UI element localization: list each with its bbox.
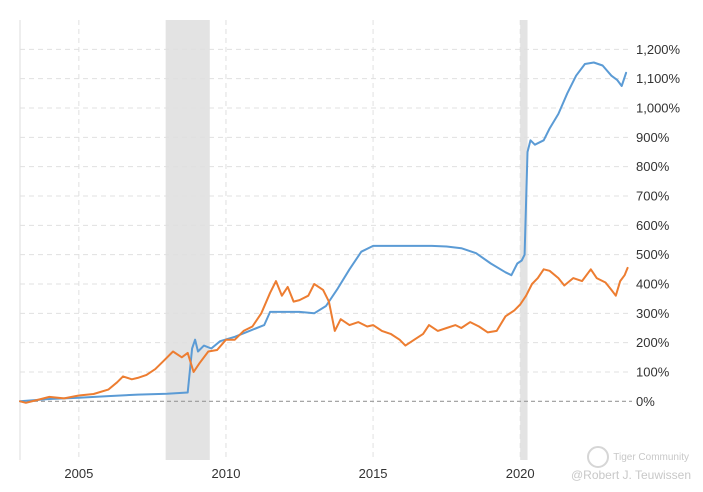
y-tick-label-10: 1,000%	[636, 101, 681, 116]
watermark-brand-text: Tiger Community	[613, 451, 689, 463]
recession-bands	[165, 20, 528, 460]
series-line-0	[19, 61, 628, 403]
watermark-brand: Tiger Community	[587, 446, 689, 468]
y-tick-label-3: 300%	[636, 306, 670, 321]
y-tick-label-11: 1,100%	[636, 71, 681, 86]
y-tick-label-1: 100%	[636, 365, 670, 380]
y-tick-label-12: 1,200%	[636, 42, 681, 57]
y-tick-label-6: 600%	[636, 218, 670, 233]
y-tick-label-5: 500%	[636, 247, 670, 262]
tiger-logo-icon	[587, 446, 610, 468]
y-tick-label-7: 700%	[636, 189, 670, 204]
x-tick-label-2: 2015	[359, 466, 388, 481]
recession-band-1	[520, 20, 528, 460]
series-lines	[19, 61, 629, 404]
x-axis-ticks: 2005 2010 2015 2020	[64, 466, 534, 481]
gridlines	[19, 20, 632, 460]
y-tick-label-9: 900%	[636, 130, 670, 145]
x-tick-label-1: 2010	[212, 466, 241, 481]
x-tick-label-3: 2020	[506, 466, 535, 481]
y-tick-label-8: 800%	[636, 159, 670, 174]
y-tick-label-0: 0%	[636, 394, 655, 409]
y-tick-label-2: 200%	[636, 335, 670, 350]
x-tick-label-0: 2005	[64, 466, 93, 481]
y-tick-label-4: 400%	[636, 277, 670, 292]
series-line-1	[19, 266, 629, 404]
watermark-credit: @Robert J. Teuwissen	[570, 468, 691, 482]
y-axis-ticks: 0% 100% 200% 300% 400% 500% 600% 700% 800% 900% 1,…	[636, 42, 681, 409]
